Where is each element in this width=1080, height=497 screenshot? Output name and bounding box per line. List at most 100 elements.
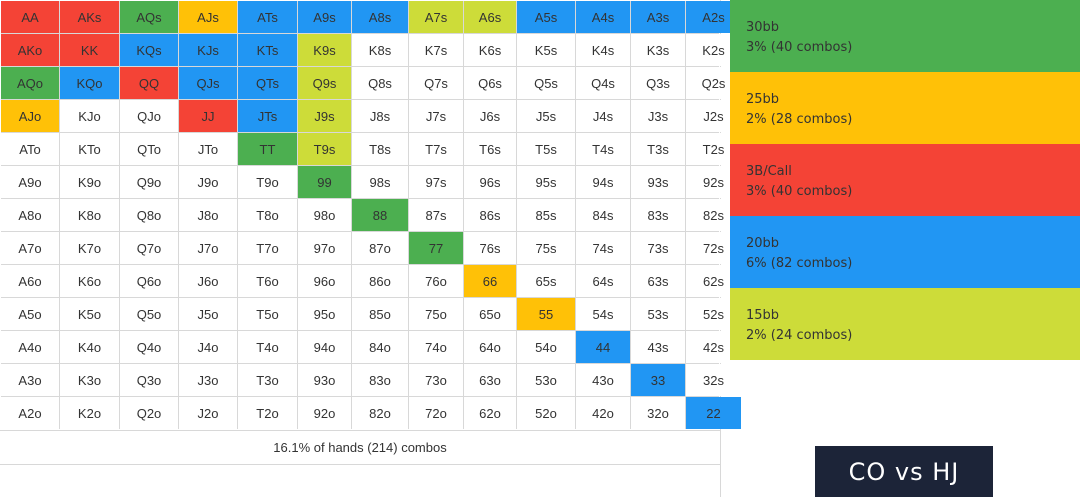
hand-cell[interactable]: Q4s	[576, 67, 630, 99]
hand-cell[interactable]: 55	[517, 298, 575, 330]
hand-cell[interactable]: AJs	[179, 1, 237, 33]
hand-cell[interactable]: QJs	[179, 67, 237, 99]
hand-cell[interactable]: 95o	[298, 298, 351, 330]
hand-cell[interactable]: 32s	[686, 364, 741, 396]
hand-cell[interactable]: 86o	[352, 265, 408, 297]
hand-cell[interactable]: 75s	[517, 232, 575, 264]
hand-cell[interactable]: Q7o	[120, 232, 178, 264]
hand-cell[interactable]: KQo	[60, 67, 119, 99]
hand-cell[interactable]: Q9s	[298, 67, 351, 99]
hand-cell[interactable]: Q9o	[120, 166, 178, 198]
hand-cell[interactable]: 65o	[464, 298, 516, 330]
hand-cell[interactable]: K5s	[517, 34, 575, 66]
hand-cell[interactable]: 64s	[576, 265, 630, 297]
hand-cell[interactable]: 76s	[464, 232, 516, 264]
hand-cell[interactable]: T4o	[238, 331, 297, 363]
hand-cell[interactable]: K2o	[60, 397, 119, 429]
hand-cell[interactable]: K4o	[60, 331, 119, 363]
hand-cell[interactable]: KJs	[179, 34, 237, 66]
hand-cell[interactable]: AJo	[1, 100, 59, 132]
hand-cell[interactable]: A4o	[1, 331, 59, 363]
hand-cell[interactable]: Q2o	[120, 397, 178, 429]
hand-cell[interactable]: 85s	[517, 199, 575, 231]
hand-cell[interactable]: T4s	[576, 133, 630, 165]
hand-cell[interactable]: 94o	[298, 331, 351, 363]
hand-cell[interactable]: 95s	[517, 166, 575, 198]
hand-cell[interactable]: KTs	[238, 34, 297, 66]
hand-cell[interactable]: A4s	[576, 1, 630, 33]
hand-cell[interactable]: KJo	[60, 100, 119, 132]
hand-cell[interactable]: A6o	[1, 265, 59, 297]
hand-cell[interactable]: 82o	[352, 397, 408, 429]
hand-cell[interactable]: 74s	[576, 232, 630, 264]
hand-cell[interactable]: JJ	[179, 100, 237, 132]
hand-cell[interactable]: K9s	[298, 34, 351, 66]
hand-cell[interactable]: 54s	[576, 298, 630, 330]
hand-cell[interactable]: Q8o	[120, 199, 178, 231]
hand-cell[interactable]: 93o	[298, 364, 351, 396]
hand-cell[interactable]: 93s	[631, 166, 685, 198]
hand-cell[interactable]: A2o	[1, 397, 59, 429]
hand-cell[interactable]: 76o	[409, 265, 463, 297]
hand-cell[interactable]: QTo	[120, 133, 178, 165]
hand-cell[interactable]: T3s	[631, 133, 685, 165]
hand-cell[interactable]: 72o	[409, 397, 463, 429]
hand-cell[interactable]: J3o	[179, 364, 237, 396]
hand-cell[interactable]: KQs	[120, 34, 178, 66]
hand-cell[interactable]: 94s	[576, 166, 630, 198]
hand-cell[interactable]: K6o	[60, 265, 119, 297]
hand-cell[interactable]: QQ	[120, 67, 178, 99]
hand-cell[interactable]: KK	[60, 34, 119, 66]
hand-cell[interactable]: JTo	[179, 133, 237, 165]
hand-cell[interactable]: 53o	[517, 364, 575, 396]
hand-cell[interactable]: 85o	[352, 298, 408, 330]
hand-cell[interactable]: Q3s	[631, 67, 685, 99]
hand-cell[interactable]: J9o	[179, 166, 237, 198]
hand-cell[interactable]: AKo	[1, 34, 59, 66]
hand-cell[interactable]: QTs	[238, 67, 297, 99]
hand-cell[interactable]: 43s	[631, 331, 685, 363]
hand-cell[interactable]: K8o	[60, 199, 119, 231]
hand-cell[interactable]: ATo	[1, 133, 59, 165]
hand-cell[interactable]: T3o	[238, 364, 297, 396]
hand-cell[interactable]: J4o	[179, 331, 237, 363]
hand-cell[interactable]: K7s	[409, 34, 463, 66]
hand-cell[interactable]: A9s	[298, 1, 351, 33]
hand-cell[interactable]: 32o	[631, 397, 685, 429]
hand-cell[interactable]: J9s	[298, 100, 351, 132]
hand-cell[interactable]: K3o	[60, 364, 119, 396]
hand-cell[interactable]: Q5o	[120, 298, 178, 330]
hand-cell[interactable]: AKs	[60, 1, 119, 33]
hand-cell[interactable]: 73o	[409, 364, 463, 396]
hand-cell[interactable]: T5s	[517, 133, 575, 165]
hand-cell[interactable]: K3s	[631, 34, 685, 66]
hand-cell[interactable]: T9o	[238, 166, 297, 198]
hand-cell[interactable]: AA	[1, 1, 59, 33]
hand-cell[interactable]: 62o	[464, 397, 516, 429]
hand-cell[interactable]: 83s	[631, 199, 685, 231]
hand-cell[interactable]: Q5s	[517, 67, 575, 99]
hand-cell[interactable]: J8s	[352, 100, 408, 132]
hand-cell[interactable]: 83o	[352, 364, 408, 396]
hand-cell[interactable]: T5o	[238, 298, 297, 330]
hand-cell[interactable]: A5s	[517, 1, 575, 33]
hand-cell[interactable]: JTs	[238, 100, 297, 132]
hand-cell[interactable]: J5s	[517, 100, 575, 132]
hand-cell[interactable]: 74o	[409, 331, 463, 363]
hand-cell[interactable]: K9o	[60, 166, 119, 198]
hand-cell[interactable]: 84o	[352, 331, 408, 363]
hand-cell[interactable]: Q8s	[352, 67, 408, 99]
hand-cell[interactable]: 64o	[464, 331, 516, 363]
hand-cell[interactable]: K7o	[60, 232, 119, 264]
hand-cell[interactable]: T6s	[464, 133, 516, 165]
hand-cell[interactable]: 42o	[576, 397, 630, 429]
hand-cell[interactable]: 97s	[409, 166, 463, 198]
hand-cell[interactable]: 65s	[517, 265, 575, 297]
hand-cell[interactable]: 53s	[631, 298, 685, 330]
hand-cell[interactable]: 66	[464, 265, 516, 297]
hand-cell[interactable]: 22	[686, 397, 741, 429]
hand-cell[interactable]: Q7s	[409, 67, 463, 99]
hand-cell[interactable]: T9s	[298, 133, 351, 165]
hand-cell[interactable]: 98s	[352, 166, 408, 198]
hand-cell[interactable]: 63o	[464, 364, 516, 396]
